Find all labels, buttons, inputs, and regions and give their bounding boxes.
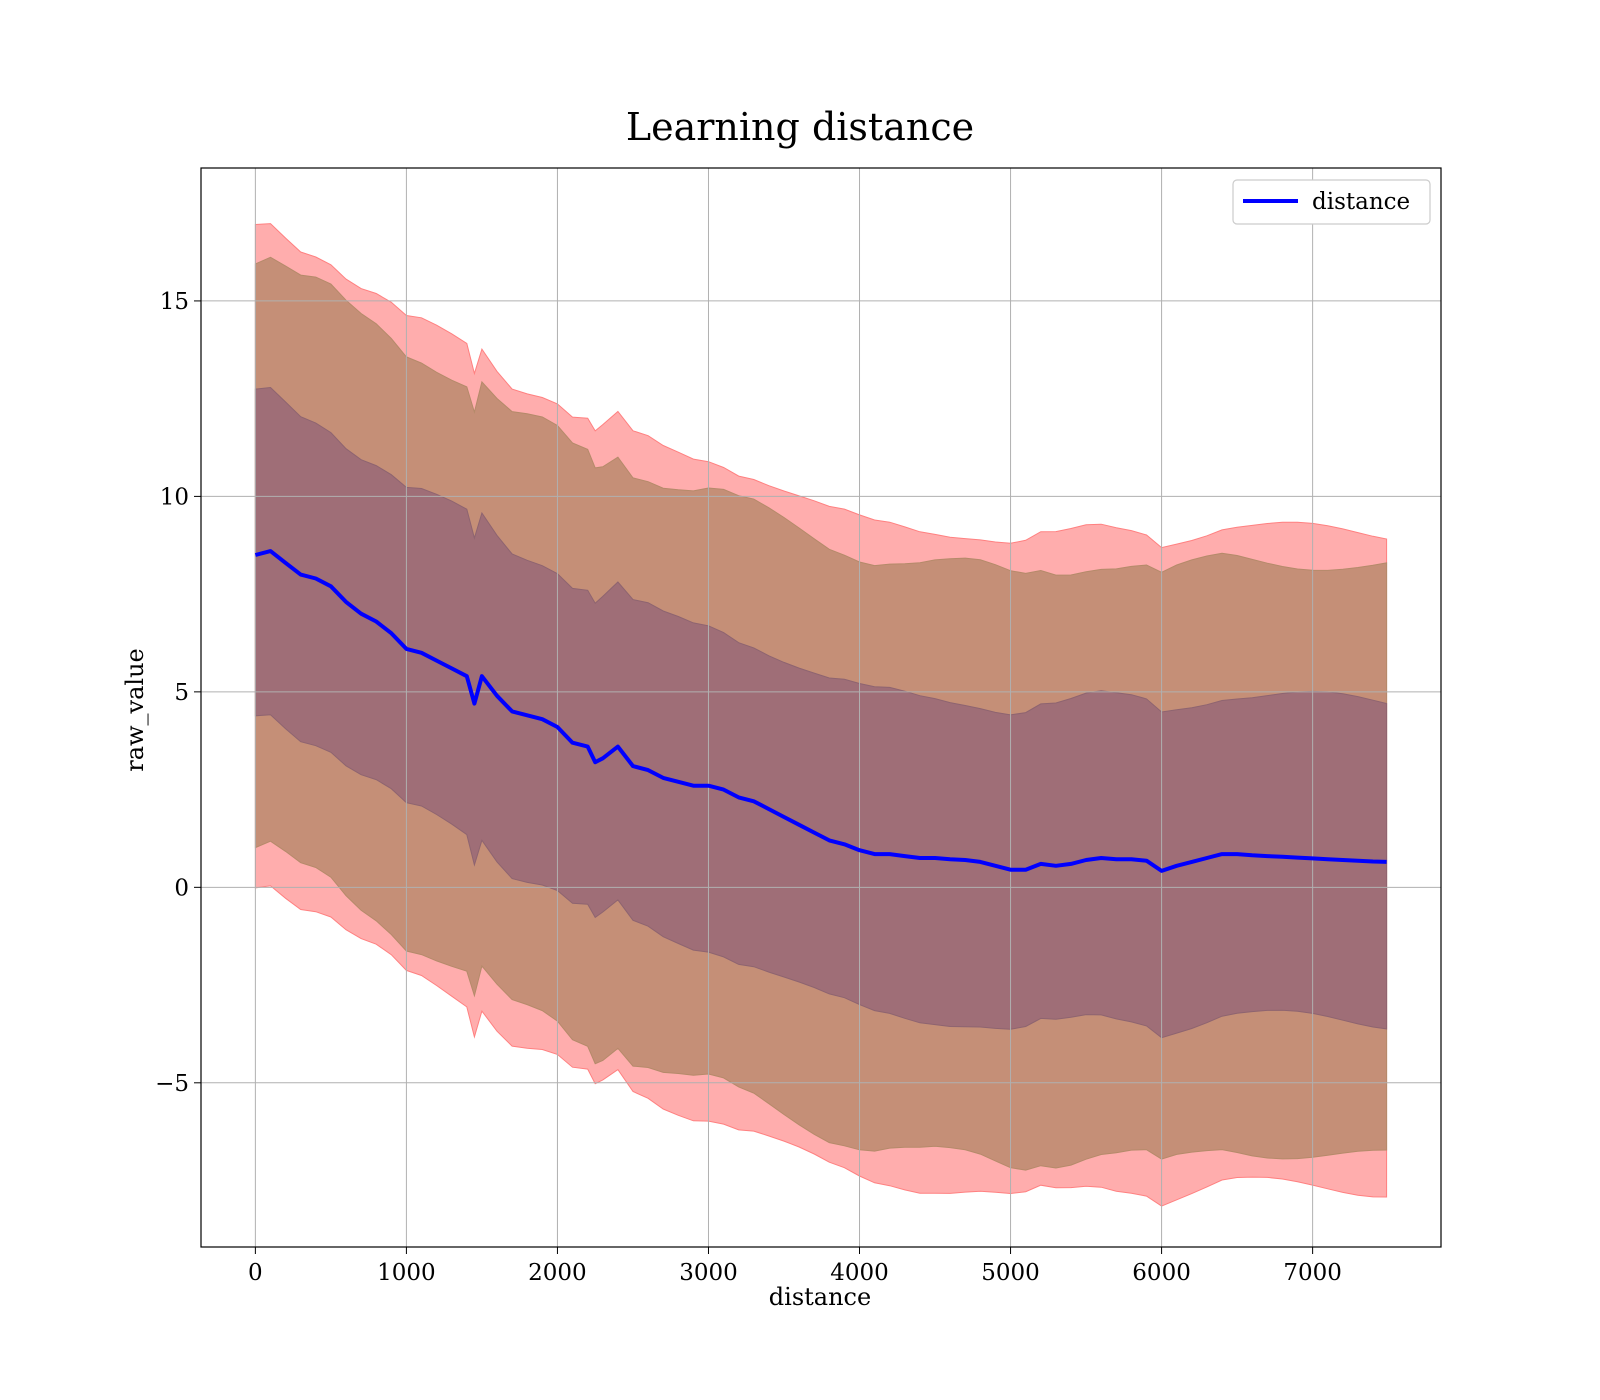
- legend-box: [1232, 179, 1431, 225]
- plot-frame: [200, 167, 1442, 1248]
- y-tick-label: 15: [160, 289, 189, 315]
- legend: distance: [1232, 179, 1431, 225]
- x-tick-label: 0: [248, 1260, 263, 1286]
- x-tick-label: 6000: [1132, 1260, 1191, 1286]
- x-tick-label: 2000: [528, 1260, 587, 1286]
- y-tick-label: 10: [160, 484, 189, 510]
- band-inner: [254, 386, 1388, 1039]
- y-tick-label: −5: [155, 1071, 189, 1097]
- y-tick-label: 0: [174, 875, 189, 901]
- y-tick-label: 5: [174, 680, 189, 706]
- plot-area: 0 1000 2000 3000 4000 5000 6000 7000 −5 0 5 10 15: [155, 167, 1442, 1286]
- x-tick-label: 5000: [981, 1260, 1040, 1286]
- legend-label-distance: distance: [1312, 189, 1410, 215]
- x-tick-label: 7000: [1283, 1260, 1342, 1286]
- x-axis-label: distance: [769, 1283, 871, 1311]
- x-tick-label: 4000: [830, 1260, 889, 1286]
- series-line-distance: [254, 549, 1387, 873]
- y-axis-label: raw_value: [121, 648, 149, 772]
- x-tick-label: 3000: [679, 1260, 738, 1286]
- chart-title: Learning distance: [626, 105, 974, 149]
- x-tick-label: 1000: [377, 1260, 436, 1286]
